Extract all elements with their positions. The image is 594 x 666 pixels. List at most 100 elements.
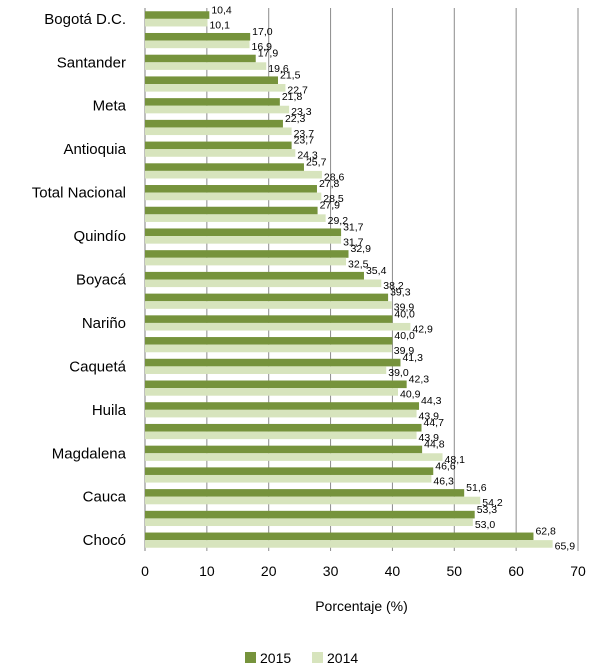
bar-2015: [145, 445, 423, 454]
bar-2014: [145, 409, 417, 418]
bar-2015: [145, 76, 278, 85]
bar-2015: [145, 206, 318, 215]
value-label-2015: 32,9: [351, 243, 372, 255]
category-label: Boyacá: [76, 272, 127, 289]
bar-2014: [145, 40, 250, 49]
bar-2015: [145, 467, 434, 475]
bar-2015: [145, 98, 280, 106]
value-label-2014: 31,7: [343, 237, 364, 249]
bar-2015: [145, 54, 256, 63]
value-label-2015: 21,5: [280, 69, 301, 81]
category-label: Antioquia: [63, 141, 126, 158]
value-label-2014: 23,7: [294, 128, 315, 140]
value-label-2014: 43,9: [419, 432, 440, 444]
value-label-2015: 25,7: [306, 156, 327, 168]
value-label-2014: 48,1: [445, 454, 466, 466]
x-tick-label: 60: [508, 563, 524, 579]
bar-2014: [145, 496, 481, 505]
value-label-2014: 22,7: [287, 85, 308, 97]
value-label-2014: 40,9: [400, 389, 421, 401]
value-label-2015: 27,8: [319, 178, 340, 190]
bar-2015: [145, 510, 475, 519]
bar-2014: [145, 236, 342, 244]
value-label-2014: 39,9: [394, 302, 415, 314]
category-label: Nariño: [82, 315, 126, 332]
category-label: Quindío: [73, 228, 126, 245]
bar-2014: [145, 149, 296, 157]
value-label-2015: 40,0: [394, 330, 415, 342]
category-label: Meta: [93, 98, 127, 115]
legend-label-2015: 2015: [260, 650, 291, 666]
legend-swatch-2014: [312, 652, 323, 663]
category-label: Caquetá: [69, 358, 126, 375]
value-label-2015: 62,8: [535, 526, 556, 538]
value-label-2015: 44,3: [421, 395, 442, 407]
bar-2015: [145, 402, 420, 410]
bar-2014: [145, 322, 411, 331]
value-label-2015: 21,8: [282, 91, 303, 103]
value-label-2014: 46,3: [433, 475, 454, 487]
bar-2014: [145, 366, 387, 374]
category-label: Total Nacional: [32, 185, 126, 202]
bar-2015: [145, 250, 349, 258]
bar-2014: [145, 127, 292, 136]
bar-2014: [145, 62, 267, 70]
value-label-2015: 41,3: [402, 352, 423, 364]
bar-2014: [145, 257, 347, 266]
value-label-2014: 32,5: [348, 258, 369, 270]
bar-2015: [145, 380, 407, 389]
value-label-2015: 22,3: [285, 113, 306, 125]
value-label-2014: 28,5: [323, 193, 344, 205]
category-labels: Bogotá D.C. Santander Meta Antioquia Total N…: [32, 11, 127, 549]
value-label-2015: 39,3: [390, 287, 411, 299]
value-label-2014: 54,2: [482, 497, 503, 509]
value-label-2014: 28,6: [324, 171, 345, 183]
bar-2014: [145, 344, 392, 353]
value-label-2015: 17,0: [252, 26, 273, 38]
value-label-2015: 42,3: [409, 374, 430, 386]
bar-2015: [145, 358, 401, 367]
value-label-2015: 44,8: [424, 439, 445, 451]
value-label-2014: 23,3: [291, 106, 312, 118]
value-label-2014: 43,9: [419, 410, 440, 422]
bar-2015: [145, 337, 393, 345]
category-label: Chocó: [83, 532, 126, 549]
bar-2014: [145, 301, 392, 309]
bar-2014: [145, 453, 443, 461]
category-label: Huila: [92, 402, 127, 419]
value-label-2014: 19,6: [268, 63, 289, 75]
value-label-2015: 27,9: [320, 200, 341, 212]
value-label-2014: 42,9: [412, 323, 433, 335]
x-tick-label: 50: [446, 563, 462, 579]
bar-2015: [145, 32, 251, 41]
bar-2015: [145, 141, 292, 150]
value-label-2015: 23,7: [294, 135, 315, 147]
value-label-2015: 40,0: [394, 308, 415, 320]
x-axis-title: Porcentaje (%): [315, 598, 408, 614]
value-label-2015: 35,4: [366, 265, 387, 277]
bar-2015: [145, 532, 534, 541]
bar-2014: [145, 431, 417, 440]
value-label-2014: 53,0: [475, 519, 496, 531]
bar-2015: [145, 228, 342, 237]
bar-2014: [145, 388, 398, 396]
value-label-2015: 10,4: [211, 4, 232, 16]
x-tick-label: 40: [385, 563, 401, 579]
value-label-2015: 31,7: [343, 221, 364, 233]
bar-2015: [145, 11, 210, 19]
bar-2014: [145, 518, 473, 527]
category-label: Santander: [57, 54, 126, 71]
bar-2014: [145, 214, 326, 222]
legend-label-2014: 2014: [327, 650, 358, 666]
bar-2015: [145, 315, 393, 323]
bar-2015: [145, 293, 389, 302]
value-label-2015: 44,7: [424, 417, 445, 429]
bar-2014: [145, 170, 322, 179]
bar-2014: [145, 18, 208, 27]
value-label-2015: 17,9: [258, 48, 279, 60]
bar-2015: [145, 423, 422, 432]
bar-2014: [145, 540, 553, 548]
x-tick-label: 30: [323, 563, 339, 579]
